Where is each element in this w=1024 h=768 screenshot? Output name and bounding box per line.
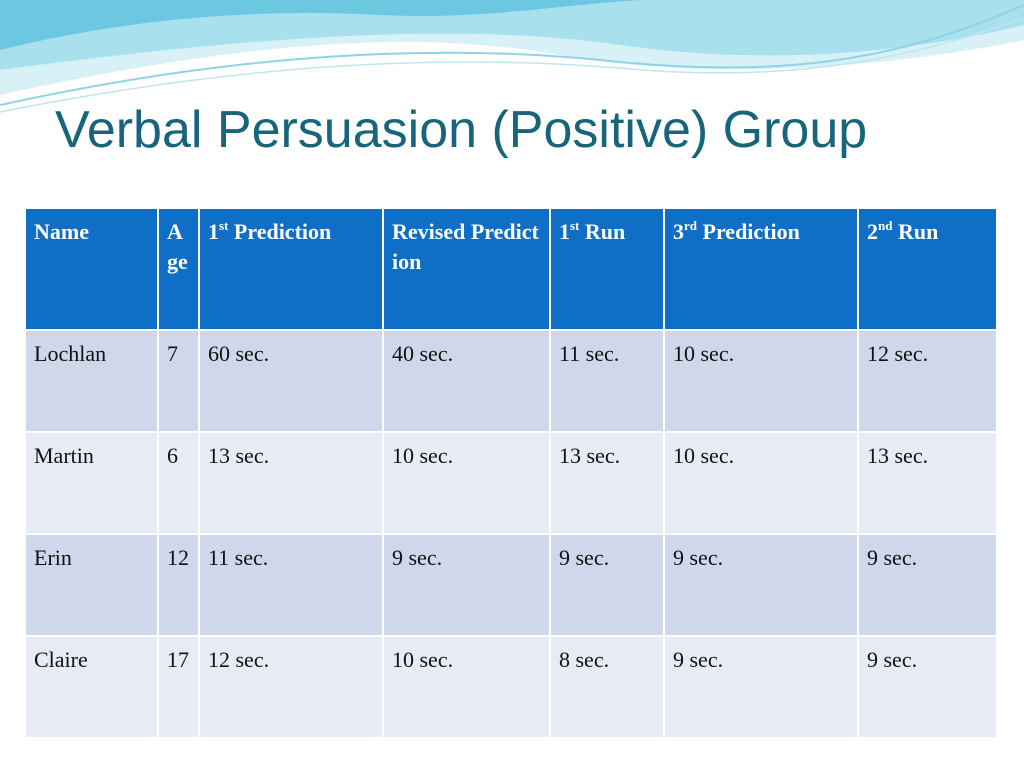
header-text: Run — [579, 219, 626, 244]
header-text: 2 — [867, 219, 878, 244]
table-row: Erin 12 11 sec. 9 sec. 9 sec. 9 sec. 9 sec. — [24, 533, 998, 637]
table-cell: Lochlan — [24, 329, 159, 433]
table-cell: 12 sec. — [198, 635, 384, 739]
header-text: 3 — [673, 219, 684, 244]
table-cell: 13 sec. — [857, 431, 998, 535]
header-cell: Name — [24, 207, 159, 331]
header-text: 1 — [559, 219, 570, 244]
table-row: Martin 6 13 sec. 10 sec. 13 sec. 10 sec. 13 se… — [24, 431, 998, 535]
table-cell: 11 sec. — [198, 533, 384, 637]
table-cell: 11 sec. — [549, 329, 665, 433]
table-cell: 40 sec. — [382, 329, 551, 433]
header-cell: Age — [157, 207, 200, 331]
table-cell: 9 sec. — [857, 635, 998, 739]
table-cell: 12 — [157, 533, 200, 637]
table-cell: 6 — [157, 431, 200, 535]
header-superscript: st — [570, 218, 580, 233]
table-cell: Erin — [24, 533, 159, 637]
header-text: Prediction — [228, 219, 332, 244]
table-cell: 8 sec. — [549, 635, 665, 739]
header-text: Run — [892, 219, 939, 244]
data-table: Name Age 1st Prediction Revised Prediction 1… — [24, 207, 998, 739]
table-cell: 9 sec. — [549, 533, 665, 637]
header-row: Name Age 1st Prediction Revised Prediction 1… — [24, 207, 998, 331]
table-cell: 10 sec. — [382, 635, 551, 739]
header-cell: 2nd Run — [857, 207, 998, 331]
table-row: Lochlan 7 60 sec. 40 sec. 11 sec. 10 sec. 12 s… — [24, 329, 998, 433]
header-cell: 1st Prediction — [198, 207, 384, 331]
table-cell: 9 sec. — [382, 533, 551, 637]
table-cell: Claire — [24, 635, 159, 739]
table-cell: 17 — [157, 635, 200, 739]
table-cell: 9 sec. — [857, 533, 998, 637]
table-cell: 13 sec. — [549, 431, 665, 535]
header-cell: Revised Prediction — [382, 207, 551, 331]
table-cell: 7 — [157, 329, 200, 433]
header-cell: 3rd Prediction — [663, 207, 859, 331]
table-cell: 60 sec. — [198, 329, 384, 433]
header-superscript: rd — [684, 218, 697, 233]
table-cell: 9 sec. — [663, 635, 859, 739]
header-cell: 1st Run — [549, 207, 665, 331]
slide-title: Verbal Persuasion (Positive) Group — [55, 101, 868, 159]
table-cell: 10 sec. — [663, 329, 859, 433]
table-cell: Martin — [24, 431, 159, 535]
table-cell: 12 sec. — [857, 329, 998, 433]
table-cell: 10 sec. — [382, 431, 551, 535]
table-cell: 13 sec. — [198, 431, 384, 535]
table-row: Claire 17 12 sec. 10 sec. 8 sec. 9 sec. 9 sec. — [24, 635, 998, 739]
table-cell: 9 sec. — [663, 533, 859, 637]
table-cell: 10 sec. — [663, 431, 859, 535]
header-superscript: st — [219, 218, 229, 233]
header-text: Prediction — [697, 219, 800, 244]
header-superscript: nd — [878, 218, 893, 233]
header-text: 1 — [208, 219, 219, 244]
background-wave — [0, 0, 1024, 113]
